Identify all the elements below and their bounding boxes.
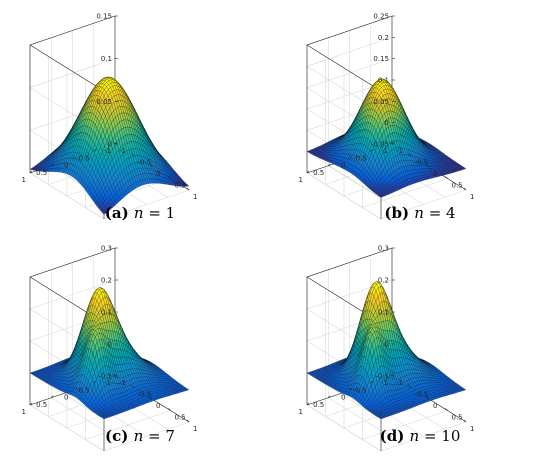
y-tick-label: -0.5 — [76, 386, 90, 394]
z-tick-label: 0.15 — [96, 13, 112, 21]
y-tick-label: 1 — [22, 176, 26, 184]
panel-caption: (a) n = 1 — [105, 204, 175, 222]
surface — [306, 281, 467, 420]
y-tick-label: -1 — [381, 147, 388, 155]
y-tick-label: -0.5 — [76, 154, 90, 162]
y-tick-label: 0 — [64, 162, 68, 170]
x-tick-label: -1 — [119, 379, 126, 387]
y-tick-label: 1 — [22, 408, 26, 416]
y-tick-label: 0 — [341, 162, 345, 170]
surface — [306, 78, 467, 198]
panel-b: -0.0500.050.10.150.20.25-1-0.500.51-1-0.… — [299, 13, 475, 223]
z-tick-label: 0.05 — [373, 98, 389, 106]
z-tick-label: 0.25 — [373, 13, 389, 21]
caption-value: = 1 — [144, 204, 176, 222]
z-tick-label: 0.2 — [101, 277, 112, 285]
x-tick-label: 0 — [156, 170, 160, 178]
surface — [29, 76, 190, 215]
x-tick-label: 1 — [193, 193, 197, 201]
panel-a: 00.050.10.15-1-0.500.51-1-0.500.51(a) n … — [22, 13, 198, 223]
caption-variable: n — [414, 204, 424, 222]
x-tick-label: 0.5 — [452, 182, 463, 190]
caption-value: = 4 — [424, 204, 456, 222]
y-tick-label: 0.5 — [36, 401, 47, 409]
x-tick-label: -0.5 — [415, 159, 429, 167]
x-tick-label: 0 — [156, 402, 160, 410]
caption-label: (a) — [105, 204, 134, 222]
x-tick-label: 0 — [433, 170, 437, 178]
x-tick-label: -1 — [119, 147, 126, 155]
caption-label: (b) — [384, 204, 414, 222]
panel-caption: (c) n = 7 — [105, 427, 175, 445]
y-tick-label: -1 — [104, 147, 111, 155]
z-tick-label: 0.1 — [101, 309, 112, 317]
y-tick-label: -0.5 — [353, 154, 367, 162]
panel-c: -0.100.10.20.3-1-0.500.51-1-0.500.51(c) … — [22, 245, 197, 452]
caption-label: (c) — [105, 427, 134, 445]
y-tick-label: 0.5 — [36, 169, 47, 177]
z-tick-label: 0 — [108, 341, 112, 349]
z-tick-label: 0.2 — [378, 34, 389, 42]
y-tick-label: -1 — [104, 379, 111, 387]
caption-variable: n — [134, 427, 144, 445]
y-tick-label: 0.5 — [313, 169, 324, 177]
x-tick-label: -1 — [396, 147, 403, 155]
y-tick-label: 1 — [299, 176, 303, 184]
z-tick-label: 0.3 — [101, 245, 112, 253]
z-tick-label: 0.1 — [378, 77, 389, 85]
x-tick-label: 0.5 — [175, 414, 186, 422]
x-tick-label: 1 — [193, 425, 197, 433]
z-tick-label: 0 — [385, 119, 389, 127]
z-tick-label: 0.05 — [96, 98, 112, 106]
z-tick-label: 0.15 — [373, 55, 389, 63]
x-tick-label: -0.5 — [138, 159, 152, 167]
y-tick-label: 0 — [64, 394, 68, 402]
panel-d: -0.100.10.20.3-1-0.500.51-1-0.500.51(d) … — [299, 245, 474, 452]
z-tick-label: 0.1 — [101, 55, 112, 63]
panel-caption: (b) n = 4 — [384, 204, 455, 222]
x-tick-label: 0.5 — [175, 182, 186, 190]
x-tick-label: -0.5 — [138, 391, 152, 399]
x-tick-label: 1 — [470, 193, 474, 201]
caption-value: = 7 — [143, 427, 175, 445]
caption-variable: n — [134, 204, 144, 222]
